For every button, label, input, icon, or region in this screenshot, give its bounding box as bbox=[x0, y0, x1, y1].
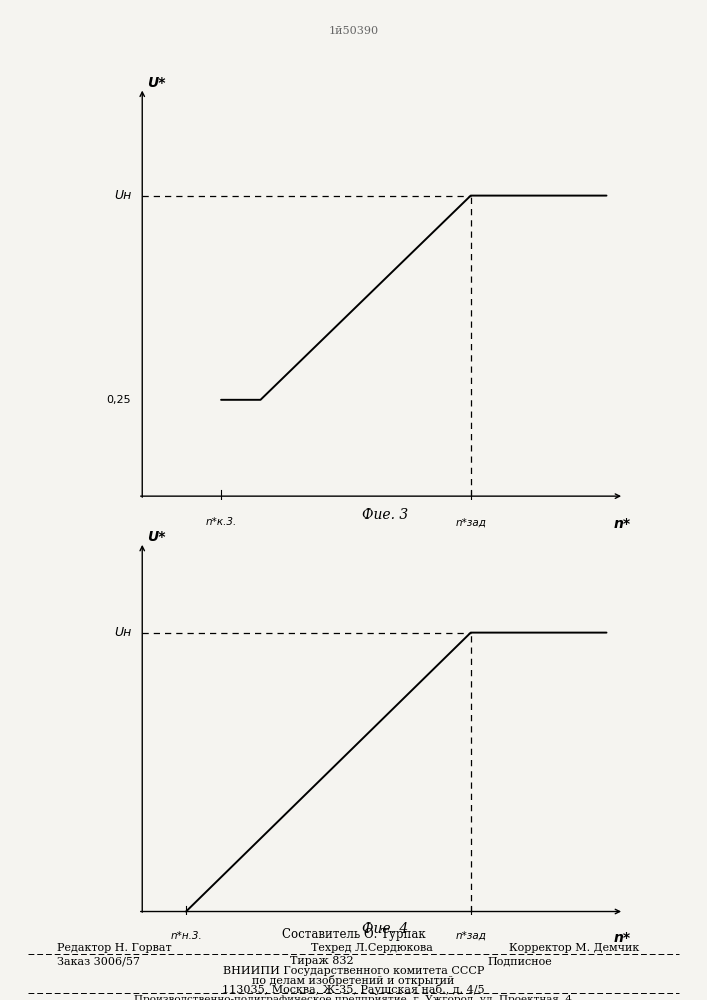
Text: 113035, Москва, Ж-35, Раушская наб., д. 4/5: 113035, Москва, Ж-35, Раушская наб., д. … bbox=[222, 984, 485, 995]
Text: n*н.3.: n*н.3. bbox=[170, 931, 202, 941]
Text: n*зад: n*зад bbox=[455, 931, 486, 941]
Text: Техред Л.Сердюкова: Техред Л.Сердюкова bbox=[311, 943, 433, 953]
Text: Uн: Uн bbox=[114, 626, 132, 639]
Text: ВНИИПИ Государственного комитета СССР: ВНИИПИ Государственного комитета СССР bbox=[223, 966, 484, 976]
Text: Корректор М. Демчик: Корректор М. Демчик bbox=[509, 943, 639, 953]
Text: n*к.3.: n*к.3. bbox=[206, 517, 237, 527]
Text: Заказ 3006/57: Заказ 3006/57 bbox=[57, 956, 139, 966]
Text: n*зад: n*зад bbox=[455, 517, 486, 527]
Text: Фие. 4: Фие. 4 bbox=[362, 922, 409, 936]
Text: n*: n* bbox=[613, 931, 631, 945]
Text: 0,25: 0,25 bbox=[107, 395, 132, 405]
Text: Фие. 3: Фие. 3 bbox=[362, 508, 409, 522]
Text: Производственно-полиграфическое предприятие, г. Ужгород, ул. Проектная, 4: Производственно-полиграфическое предприя… bbox=[134, 995, 573, 1000]
Text: 1ӣ50390: 1ӣ50390 bbox=[329, 26, 378, 36]
Text: Подписное: Подписное bbox=[488, 956, 553, 966]
Text: Редактор Н. Горват: Редактор Н. Горват bbox=[57, 943, 171, 953]
Text: U*: U* bbox=[146, 530, 165, 544]
Text: Составитель О. Турпак: Составитель О. Турпак bbox=[281, 928, 426, 941]
Text: по делам изобретений и открытий: по делам изобретений и открытий bbox=[252, 975, 455, 986]
Text: Тираж 832: Тираж 832 bbox=[290, 956, 354, 966]
Text: n*: n* bbox=[613, 517, 631, 531]
Text: U*: U* bbox=[146, 76, 165, 90]
Text: Uн: Uн bbox=[114, 189, 132, 202]
